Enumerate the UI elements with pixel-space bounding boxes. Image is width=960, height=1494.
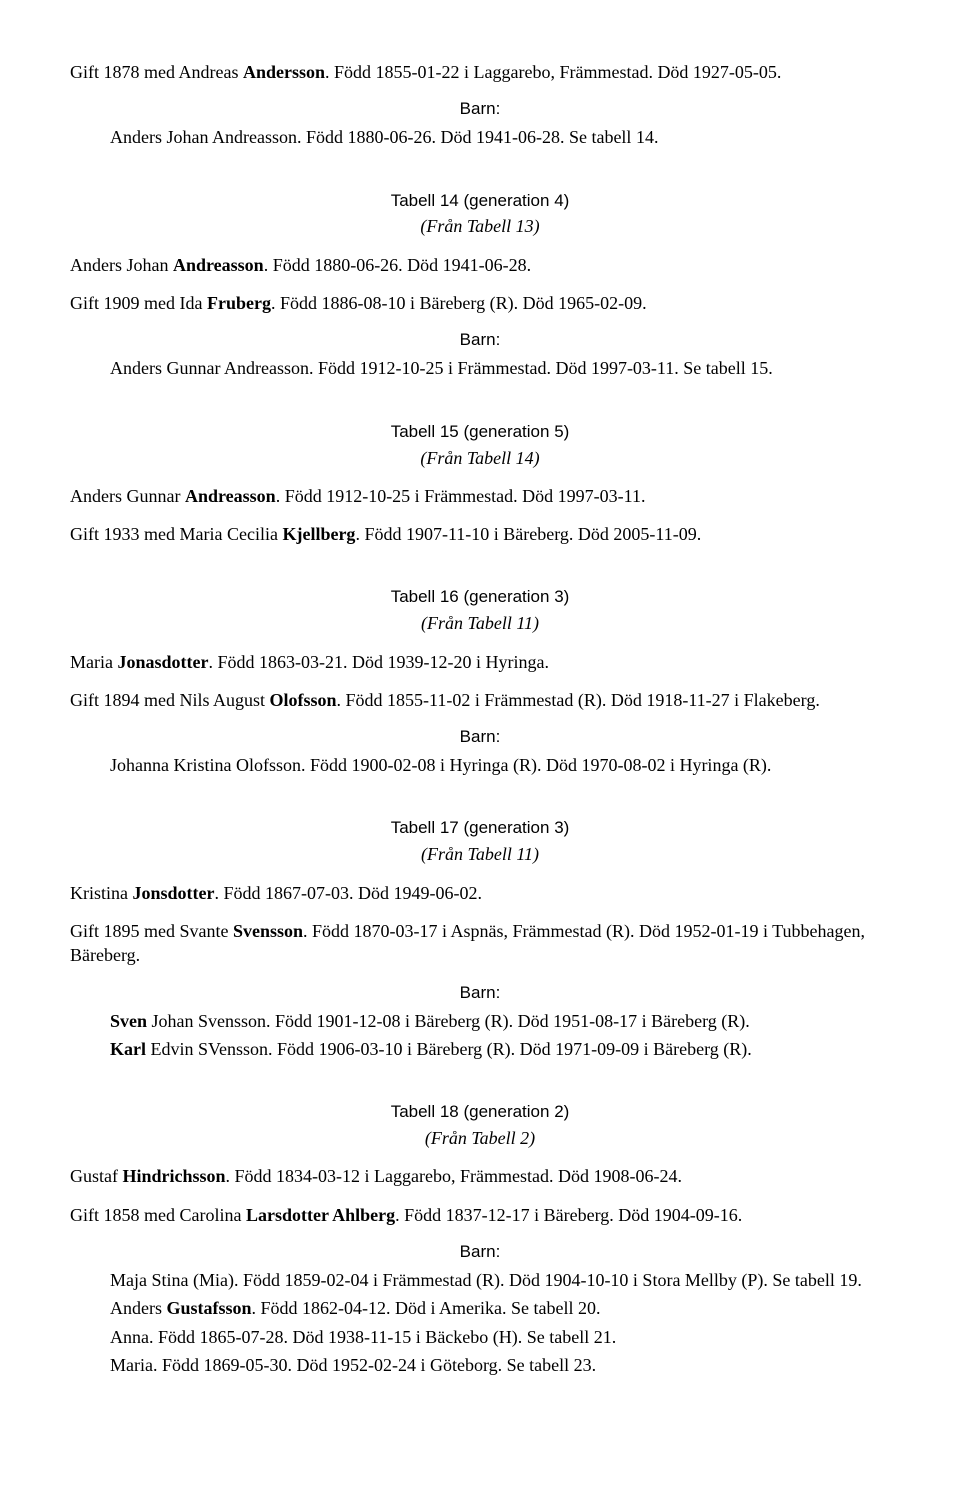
children-block: Anders Gunnar Andreasson. Född 1912-10-2… [70, 356, 890, 380]
section-sub: (Från Tabell 14) [70, 446, 890, 470]
section-person: Gustaf Hindrichsson. Född 1834-03-12 i L… [70, 1164, 890, 1188]
child-entry: Maria. Född 1869-05-30. Död 1952-02-24 i… [110, 1353, 890, 1377]
section-sub: (Från Tabell 13) [70, 214, 890, 238]
section-head: Tabell 14 (generation 4) [70, 190, 890, 213]
section-person: Maria Jonasdotter. Född 1863-03-21. Död … [70, 650, 890, 674]
barn-label: Barn: [70, 329, 890, 352]
section-head: Tabell 17 (generation 3) [70, 817, 890, 840]
section-person: Anders Gunnar Andreasson. Född 1912-10-2… [70, 484, 890, 508]
child-entry: Johanna Kristina Olofsson. Född 1900-02-… [110, 753, 890, 777]
barn-label: Barn: [70, 982, 890, 1005]
section-marriage: Gift 1894 med Nils August Olofsson. Född… [70, 688, 890, 712]
children-block: Maja Stina (Mia). Född 1859-02-04 i Främ… [70, 1268, 890, 1377]
section-person: Kristina Jonsdotter. Född 1867-07-03. Dö… [70, 881, 890, 905]
section-marriage: Gift 1895 med Svante Svensson. Född 1870… [70, 919, 890, 968]
children-block: Johanna Kristina Olofsson. Född 1900-02-… [70, 753, 890, 777]
section-person: Anders Johan Andreasson. Född 1880-06-26… [70, 253, 890, 277]
child-entry: Anders Gunnar Andreasson. Född 1912-10-2… [110, 356, 890, 380]
section-sub: (Från Tabell 11) [70, 611, 890, 635]
section-marriage: Gift 1858 med Carolina Larsdotter Ahlber… [70, 1203, 890, 1227]
intro-barn-label: Barn: [70, 98, 890, 121]
section-marriage: Gift 1933 med Maria Cecilia Kjellberg. F… [70, 522, 890, 546]
child-entry: Anna. Född 1865-07-28. Död 1938-11-15 i … [110, 1325, 890, 1349]
child-entry: Sven Johan Svensson. Född 1901-12-08 i B… [110, 1009, 890, 1033]
barn-label: Barn: [70, 1241, 890, 1264]
section-head: Tabell 15 (generation 5) [70, 421, 890, 444]
child-entry: Anders Gustafsson. Född 1862-04-12. Död … [110, 1296, 890, 1320]
child-entry: Anders Johan Andreasson. Född 1880-06-26… [110, 125, 890, 149]
intro-children: Anders Johan Andreasson. Född 1880-06-26… [70, 125, 890, 149]
section-head: Tabell 18 (generation 2) [70, 1101, 890, 1124]
section-marriage: Gift 1909 med Ida Fruberg. Född 1886-08-… [70, 291, 890, 315]
section-sub: (Från Tabell 2) [70, 1126, 890, 1150]
section-head: Tabell 16 (generation 3) [70, 586, 890, 609]
intro-marriage: Gift 1878 med Andreas Andersson. Född 18… [70, 60, 890, 84]
barn-label: Barn: [70, 726, 890, 749]
child-entry: Maja Stina (Mia). Född 1859-02-04 i Främ… [110, 1268, 890, 1292]
children-block: Sven Johan Svensson. Född 1901-12-08 i B… [70, 1009, 890, 1062]
section-sub: (Från Tabell 11) [70, 842, 890, 866]
child-entry: Karl Edvin SVensson. Född 1906-03-10 i B… [110, 1037, 890, 1061]
